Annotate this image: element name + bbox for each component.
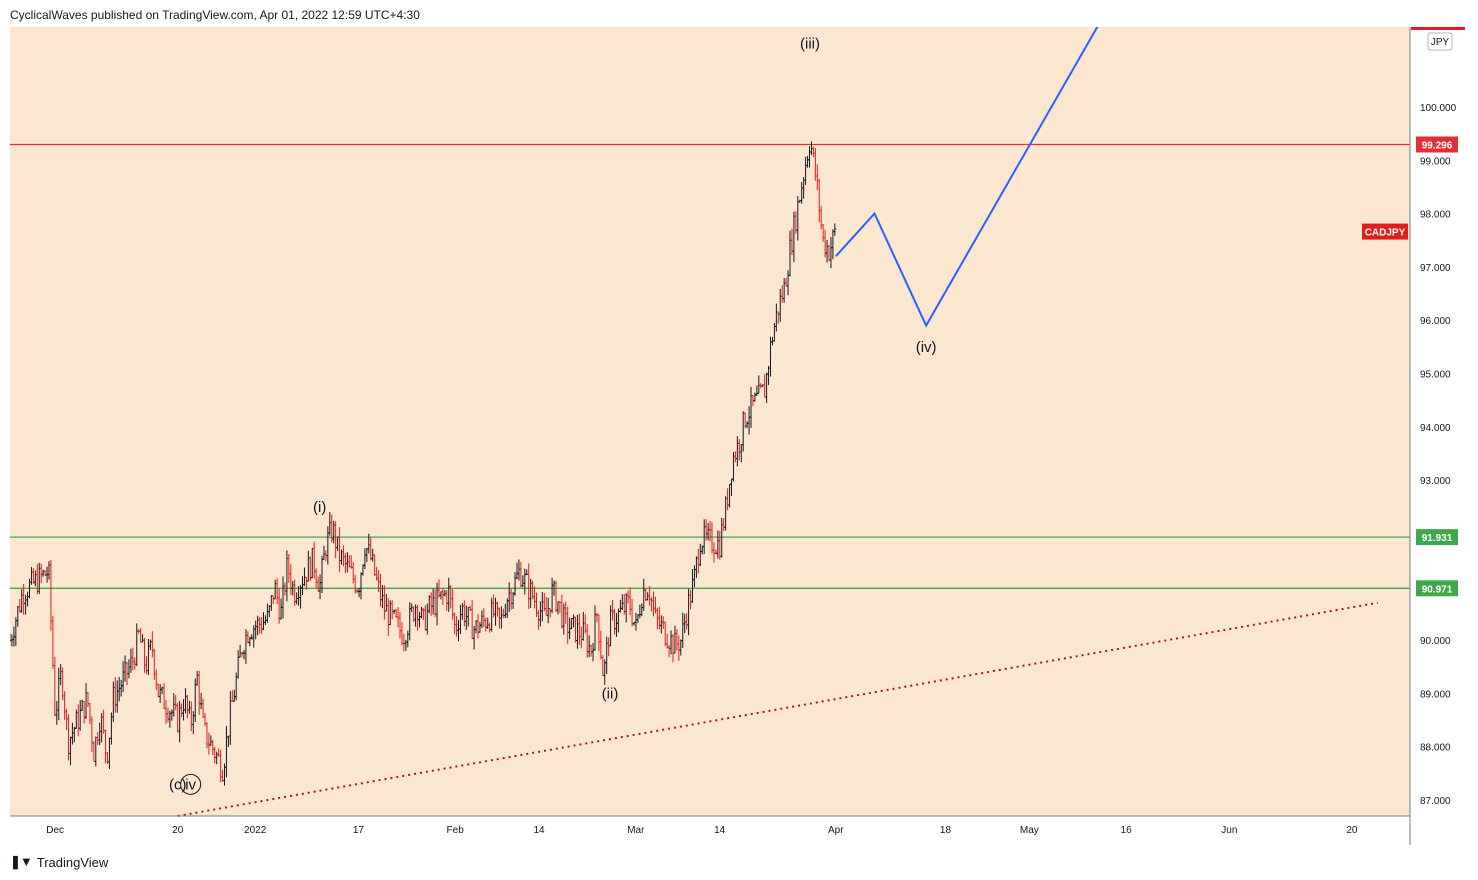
price-level-badge-label: 90.971 [1422, 584, 1453, 595]
x-tick-label: 20 [1346, 825, 1358, 836]
y-tick-label: 96.000 [1420, 316, 1451, 327]
x-tick-label: 16 [1121, 825, 1133, 836]
wave-label-circle [180, 773, 202, 795]
tradingview-wordmark: TradingView [36, 854, 109, 870]
y-tick-label: 90.000 [1420, 636, 1451, 647]
time-axis[interactable]: Dec 20 2022 17 Feb 14 Mar 14 Apr 18 May 16 Jun 20 [46, 825, 1358, 836]
price-level-badge [1416, 136, 1458, 153]
x-tick-label: 18 [940, 825, 952, 836]
top-marker [1411, 27, 1465, 30]
wave-label: (iv) [916, 339, 937, 356]
y-tick-label: 94.000 [1420, 423, 1451, 434]
tradingview-logo-icon: ❚▼ [10, 854, 33, 869]
x-tick-label: May [1020, 825, 1039, 836]
projection-layer [835, 21, 1102, 328]
publisher-caption: CyclicalWaves published on TradingView.c… [10, 8, 420, 22]
candles-layer [8, 141, 837, 786]
y-tick-label: 87.000 [1420, 796, 1451, 807]
symbol-badge [1362, 223, 1408, 240]
y-tick-label: 95.000 [1420, 370, 1451, 381]
plot-background [10, 27, 1410, 816]
x-tick-label: 17 [353, 825, 365, 836]
dotted-trendline [177, 601, 1378, 817]
y-tick-label: 99.000 [1420, 156, 1451, 167]
price-level-badge [1416, 580, 1458, 597]
wave-labels-layer: (c)iv (i) (ii) (iii) (iv) [169, 35, 937, 795]
y-tick-label: 89.000 [1420, 689, 1451, 700]
x-tick-label: 20 [172, 825, 184, 836]
y-tick-label: 98.000 [1420, 210, 1451, 221]
price-level-badge-label: 91.931 [1422, 533, 1453, 544]
trendline-layer [177, 601, 1378, 817]
projection-path [835, 21, 1102, 328]
x-tick-label: 2022 [244, 825, 267, 836]
price-level-badge-label: 99.296 [1422, 140, 1453, 151]
currency-badge [1427, 32, 1453, 51]
x-tick-label: 14 [714, 825, 726, 836]
wave-label: iv [185, 776, 196, 793]
price-chart[interactable]: (c)iv (i) (ii) (iii) (iv) 87.000 88.000 89.000… [8, 21, 1466, 845]
price-badges: 99.296 91.931 90.971 CADJPY [1362, 27, 1465, 597]
x-tick-label: 14 [533, 825, 545, 836]
y-tick-label: 100.000 [1420, 103, 1457, 114]
tradingview-footer[interactable]: ❚▼ TradingView [10, 854, 108, 870]
x-tick-label: Mar [627, 825, 645, 836]
wave-label: (ii) [602, 686, 619, 703]
symbol-badge-label: CADJPY [1365, 228, 1406, 239]
wave-label: (c) [169, 776, 187, 793]
y-tick-label: 88.000 [1420, 743, 1451, 754]
wave-label: (i) [313, 499, 326, 516]
y-tick-label: 97.000 [1420, 263, 1451, 274]
currency-label: JPY [1431, 37, 1450, 48]
x-tick-label: Jun [1221, 825, 1237, 836]
x-tick-label: Apr [828, 825, 844, 836]
x-tick-label: Feb [447, 825, 465, 836]
y-tick-label: 93.000 [1420, 476, 1451, 487]
price-level-badge [1416, 529, 1458, 546]
x-tick-label: Dec [46, 825, 64, 836]
chart-area[interactable]: (c) iv (i) (ii) (iii) (iv) 87.000 88.000 89.000… [8, 21, 1466, 845]
wave-label: (iii) [800, 35, 820, 52]
